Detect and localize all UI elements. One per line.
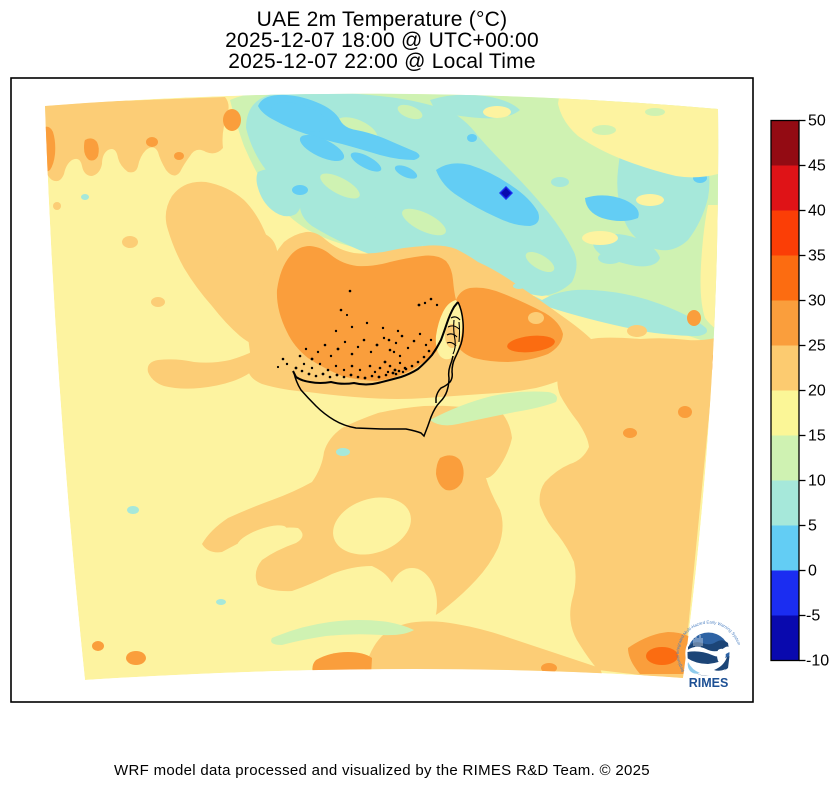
svg-text:0: 0: [808, 563, 817, 580]
svg-text:10: 10: [808, 473, 826, 490]
svg-text:WRF model data processed and v: WRF model data processed and visualized …: [114, 762, 650, 779]
svg-text:30: 30: [808, 293, 826, 310]
svg-text:RIMES: RIMES: [689, 676, 729, 690]
svg-text:UAE 2m Temperature (°C): UAE 2m Temperature (°C): [257, 8, 508, 31]
svg-text:20: 20: [808, 383, 826, 400]
svg-text:-5: -5: [806, 608, 820, 625]
svg-text:45: 45: [808, 158, 826, 175]
svg-text:2025-12-07 22:00 @ Local Time: 2025-12-07 22:00 @ Local Time: [228, 50, 536, 73]
svg-text:5: 5: [808, 518, 817, 535]
svg-text:35: 35: [808, 248, 826, 265]
svg-text:25: 25: [808, 338, 826, 355]
svg-text:-10: -10: [806, 653, 829, 670]
svg-text:2025-12-07 18:00 @ UTC+00:00: 2025-12-07 18:00 @ UTC+00:00: [225, 29, 539, 52]
svg-text:15: 15: [808, 428, 826, 445]
svg-text:40: 40: [808, 203, 826, 220]
svg-text:50: 50: [808, 113, 826, 130]
